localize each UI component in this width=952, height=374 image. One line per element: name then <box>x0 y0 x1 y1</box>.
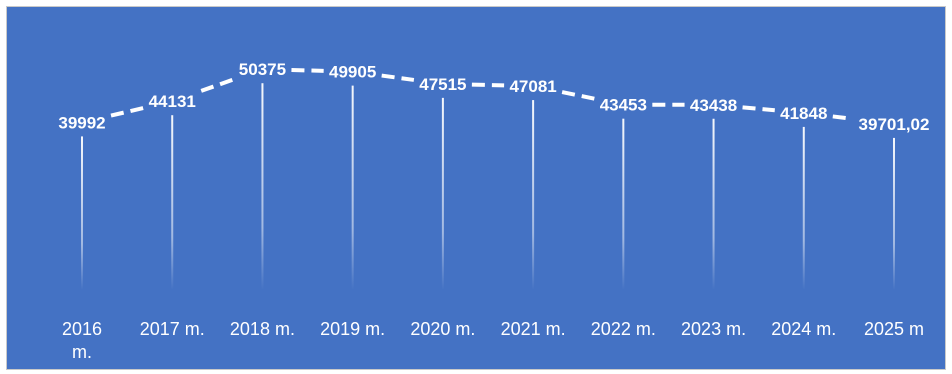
data-label: 39992 <box>58 113 105 132</box>
drop-line <box>261 83 264 290</box>
x-tick-label: 2021 m. <box>501 319 566 339</box>
line-segment <box>110 106 144 118</box>
line-segment <box>742 105 775 113</box>
data-label: 41848 <box>780 104 827 123</box>
data-labels: 39992 44131 50375 49905 47515 47081 43453 43438… <box>58 60 929 134</box>
x-tick-label: 2019 m. <box>320 319 385 339</box>
data-label: 43438 <box>690 96 737 115</box>
x-tick-label: 2024 m. <box>771 319 836 339</box>
data-label: 47081 <box>509 77 556 96</box>
line-segment <box>832 114 851 121</box>
x-tick-label: 2023 m. <box>681 319 746 339</box>
x-axis-labels: 2016 m. 2017 m. 2018 m. 2019 m. 2020 m. 2021 m… <box>62 319 924 362</box>
x-tick-label: 2017 m. <box>140 319 205 339</box>
drop-line <box>441 97 444 290</box>
drop-line <box>351 85 354 290</box>
data-series-line <box>110 67 851 121</box>
data-label: 43453 <box>600 96 647 115</box>
drop-line <box>802 126 805 291</box>
drop-lines <box>81 83 895 291</box>
line-segment <box>561 90 595 101</box>
x-tick-label: 2020 m. <box>410 319 475 339</box>
drop-line <box>81 136 83 290</box>
drop-line <box>622 118 625 290</box>
drop-line <box>712 118 715 290</box>
x-tick-label: 2018 m. <box>230 319 295 339</box>
x-tick-label: 2022 m. <box>591 319 656 339</box>
line-chart: 39992 44131 50375 49905 47515 47081 43453 43438… <box>58 60 929 362</box>
data-label: 44131 <box>149 92 196 111</box>
chart-area: 39992 44131 50375 49905 47515 47081 43453 43438… <box>6 6 946 370</box>
data-label: 39701,02 <box>859 115 930 134</box>
drop-line <box>893 137 895 290</box>
drop-line <box>171 115 174 290</box>
data-label: 47515 <box>419 75 466 94</box>
data-label: 49905 <box>329 63 376 82</box>
line-segment <box>381 73 415 82</box>
x-tick-label: 2016 m. <box>62 319 102 362</box>
line-segment <box>471 82 505 88</box>
line-segment <box>291 67 324 73</box>
data-label: 50375 <box>239 60 286 79</box>
drop-line <box>532 100 535 291</box>
line-segment <box>200 77 235 93</box>
x-tick-label: 2025 m <box>864 319 924 339</box>
